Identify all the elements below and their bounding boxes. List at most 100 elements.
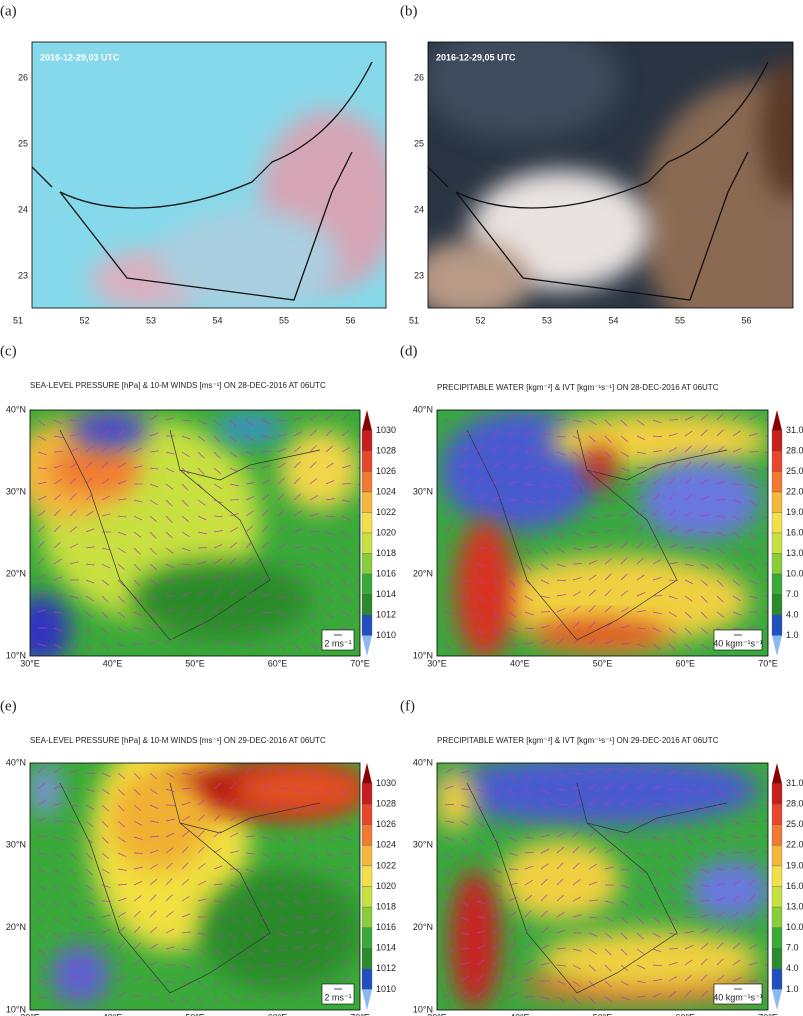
wind-vector [652,767,661,774]
wind-vector [748,835,758,838]
colorbar-label: 1016 [376,568,396,578]
wind-vector [213,451,221,459]
wind-vector [325,927,334,934]
wind-vector [572,914,582,918]
wind-vector [732,880,741,886]
wind-vector [53,576,63,581]
wind-vector [37,419,46,426]
wind-vector [460,579,470,582]
wind-vector [181,996,189,1004]
wind-vector [293,788,303,792]
wind-vector [149,910,157,918]
wind-vector [652,916,661,924]
wind-vector [101,788,110,795]
wind-vector [668,627,677,635]
wind-vector [85,445,94,453]
wind-legend-label: 2 ms⁻¹ [324,638,351,648]
wind-vector [604,831,613,838]
wind-vector [37,643,47,647]
wind-vector [540,639,550,645]
wind-vector [197,996,205,1004]
wind-vector [684,643,692,651]
wind-vector [293,461,301,469]
wind-vector [309,547,319,551]
wind-vector [245,541,253,549]
wind-vector [309,513,319,517]
wind-vector [37,766,45,774]
wind-vector [732,977,742,982]
wind-vector [652,979,662,982]
wind-vector [293,510,302,517]
wind-vector [604,435,612,443]
wind-vector [53,627,63,632]
wind-vector [524,995,534,998]
wind-vector [620,798,629,806]
wind-vector [69,611,79,617]
wind-vector [684,772,694,775]
wind-vector [476,974,484,982]
wind-vector [277,868,285,876]
wind-vector [588,846,597,854]
wind-vector [524,880,533,886]
wind-vector [652,525,660,533]
wind-vector [700,547,710,552]
wind-vector [309,478,318,485]
wind-vector [444,768,453,774]
wind-vector [309,643,318,650]
wind-vector [572,815,581,822]
wind-vector [476,494,485,501]
colorbar-segment [361,491,373,513]
wind-vector [133,499,143,503]
wind-vector [540,625,550,629]
wind-vector [117,595,125,603]
wind-vector [588,932,598,937]
wind-vector [748,962,758,966]
wind-vector [261,465,271,469]
wind-vector [165,894,173,902]
colorbar-bottom [362,635,372,656]
wind-vector [540,962,550,966]
panel-label: (b) [400,3,418,19]
wind-vector [53,493,62,501]
wind-vector [748,515,756,523]
wind-vector [604,419,612,427]
wind-vector [245,782,254,790]
wind-vector [293,563,303,566]
wind-vector [213,980,221,988]
wind-vector [245,496,255,501]
wind-vector [325,898,335,902]
wind-vector [668,852,676,860]
wind-vector [476,643,484,651]
wind-vector [293,431,303,437]
wind-vector [245,419,254,427]
y-tick-label: 26 [18,72,28,82]
wind-vector [460,990,469,998]
wind-vector [652,884,660,892]
wind-vector [524,820,534,825]
wind-vector [309,495,319,501]
wind-vector [556,467,565,474]
wind-vector [732,959,741,966]
wind-vector [588,784,597,790]
wind-vector [165,911,174,918]
wind-vector [85,431,94,437]
wind-vector [652,627,662,633]
wind-vector [85,804,95,810]
wind-vector [165,531,173,539]
wind-vector [325,852,335,858]
wind-vector [700,943,709,950]
wind-vector [460,509,468,517]
wind-vector [604,900,614,904]
wind-vector [556,515,564,523]
wind-vector [476,930,486,934]
wind-vector [117,611,126,619]
colorbar-label: 16.0 [786,881,803,891]
wind-vector [572,531,582,537]
wind-vector [572,948,582,952]
wind-vector [764,865,768,870]
wind-vector [149,849,159,854]
wind-vector [117,772,126,779]
wind-vector [604,814,612,822]
wind-vector [309,579,318,586]
x-tick-label: 70°E [758,1012,778,1016]
